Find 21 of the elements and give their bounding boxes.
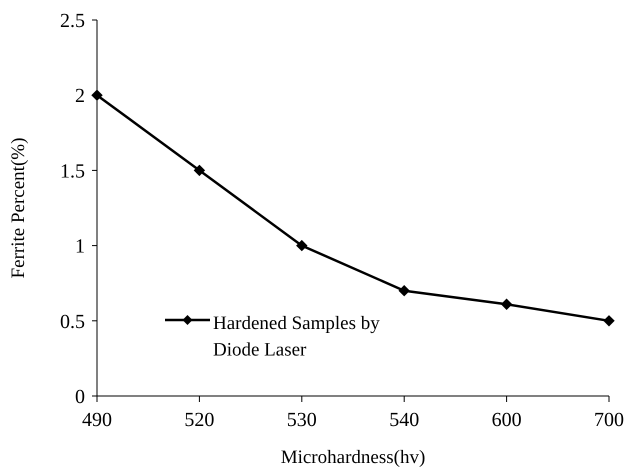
point	[501, 298, 512, 310]
x-tick-label: 490	[82, 409, 112, 431]
x-tick-label: 530	[286, 409, 317, 431]
legend-label: Hardened Samples by Diode Laser	[213, 313, 380, 361]
y-tick-label: 0	[75, 386, 85, 408]
y-tick-label: 2	[75, 85, 85, 108]
y-tick-label: 1.5	[60, 160, 85, 182]
y-axis-title: Ferrite Percent(%)	[8, 138, 29, 278]
x-tick-label: 700	[594, 409, 624, 431]
point	[604, 315, 614, 326]
y-tick-label: 2.5	[60, 10, 85, 32]
point	[92, 90, 102, 101]
x-axis-title: Microhardness(hv)	[280, 447, 426, 468]
y-tick-label: 0.5	[60, 310, 85, 333]
x-tick-label: 540	[389, 409, 420, 431]
x-tick-label: 520	[184, 409, 214, 431]
point	[296, 240, 308, 252]
y-tick-label: 1	[75, 236, 85, 258]
point	[398, 285, 410, 296]
x-tick-label: 600	[492, 409, 522, 431]
point	[194, 164, 205, 176]
